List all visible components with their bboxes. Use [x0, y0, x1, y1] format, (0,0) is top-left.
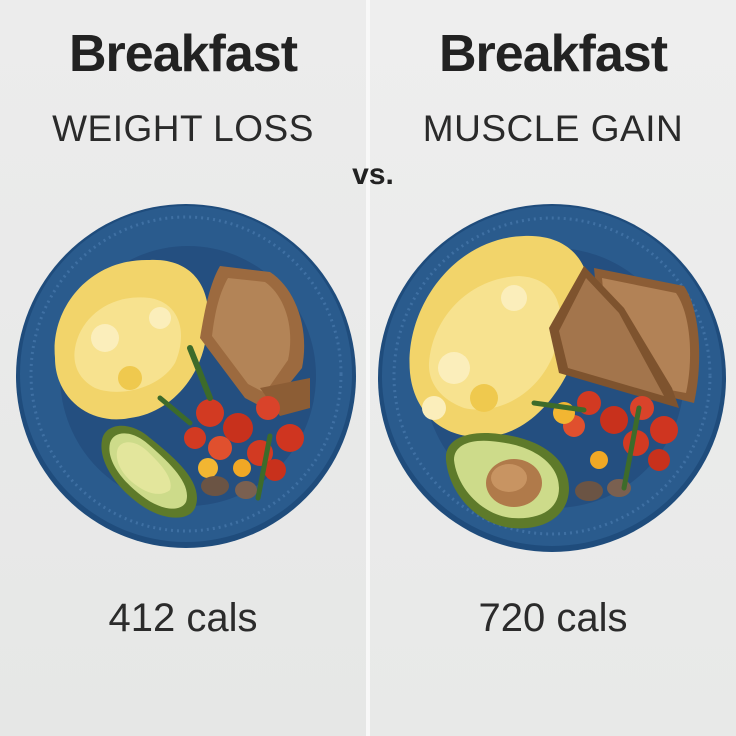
panel-divider [366, 0, 370, 736]
roasted-vegetables [531, 391, 678, 501]
avocado-half-with-pit [445, 433, 569, 529]
weight-loss-calories: 412 cals [108, 596, 258, 640]
muscle-gain-calories: 720 cals [478, 596, 628, 640]
toast-slice [200, 266, 310, 416]
roasted-vegetables [157, 345, 304, 501]
scrambled-eggs [54, 259, 209, 420]
muscle-gain-title: Breakfast [438, 25, 668, 83]
weight-loss-plate [16, 204, 356, 548]
muscle-gain-subtitle: MUSCLE GAIN [422, 108, 684, 149]
muscle-gain-plate [378, 204, 726, 552]
scrambled-eggs [409, 235, 590, 438]
avocado-half [101, 425, 197, 518]
versus-label: vs. [352, 158, 394, 191]
weight-loss-title: Breakfast [68, 25, 298, 83]
toast-with-spread [549, 266, 700, 408]
weight-loss-subtitle: WEIGHT LOSS [52, 108, 314, 149]
